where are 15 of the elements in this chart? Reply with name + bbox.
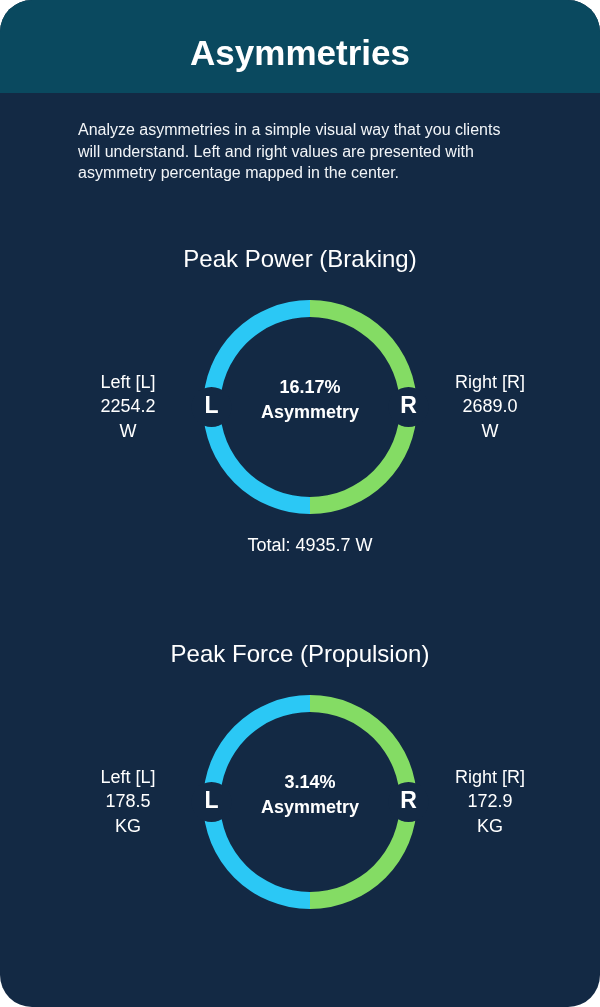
chart-title: Peak Power (Braking) xyxy=(182,244,418,274)
slice-label: L xyxy=(204,392,219,419)
text: 3.14% Asymmetry xyxy=(260,771,360,820)
text: Asymmetries xyxy=(189,33,411,73)
text: Left [L] 2254.2 W xyxy=(100,370,156,443)
text: Right [R] 172.9 KG xyxy=(454,765,526,838)
text: 16.17% Asymmetry xyxy=(260,376,360,425)
text: Right [R] 2689.0 W xyxy=(454,370,526,443)
text: Analyze asymmetries in a simple visual way that you clients will understand. Left and right values are presented with asymmetry percentage mapped in the center. xyxy=(78,120,502,183)
slice-label: R xyxy=(400,392,418,419)
slice-label: L xyxy=(204,787,219,814)
chart-title: Peak Force (Propulsion) xyxy=(169,639,431,669)
text: Total: 4935.7 W xyxy=(247,533,373,557)
text: Left [L] 178.5 KG xyxy=(100,765,156,838)
slice-label: R xyxy=(400,787,418,814)
